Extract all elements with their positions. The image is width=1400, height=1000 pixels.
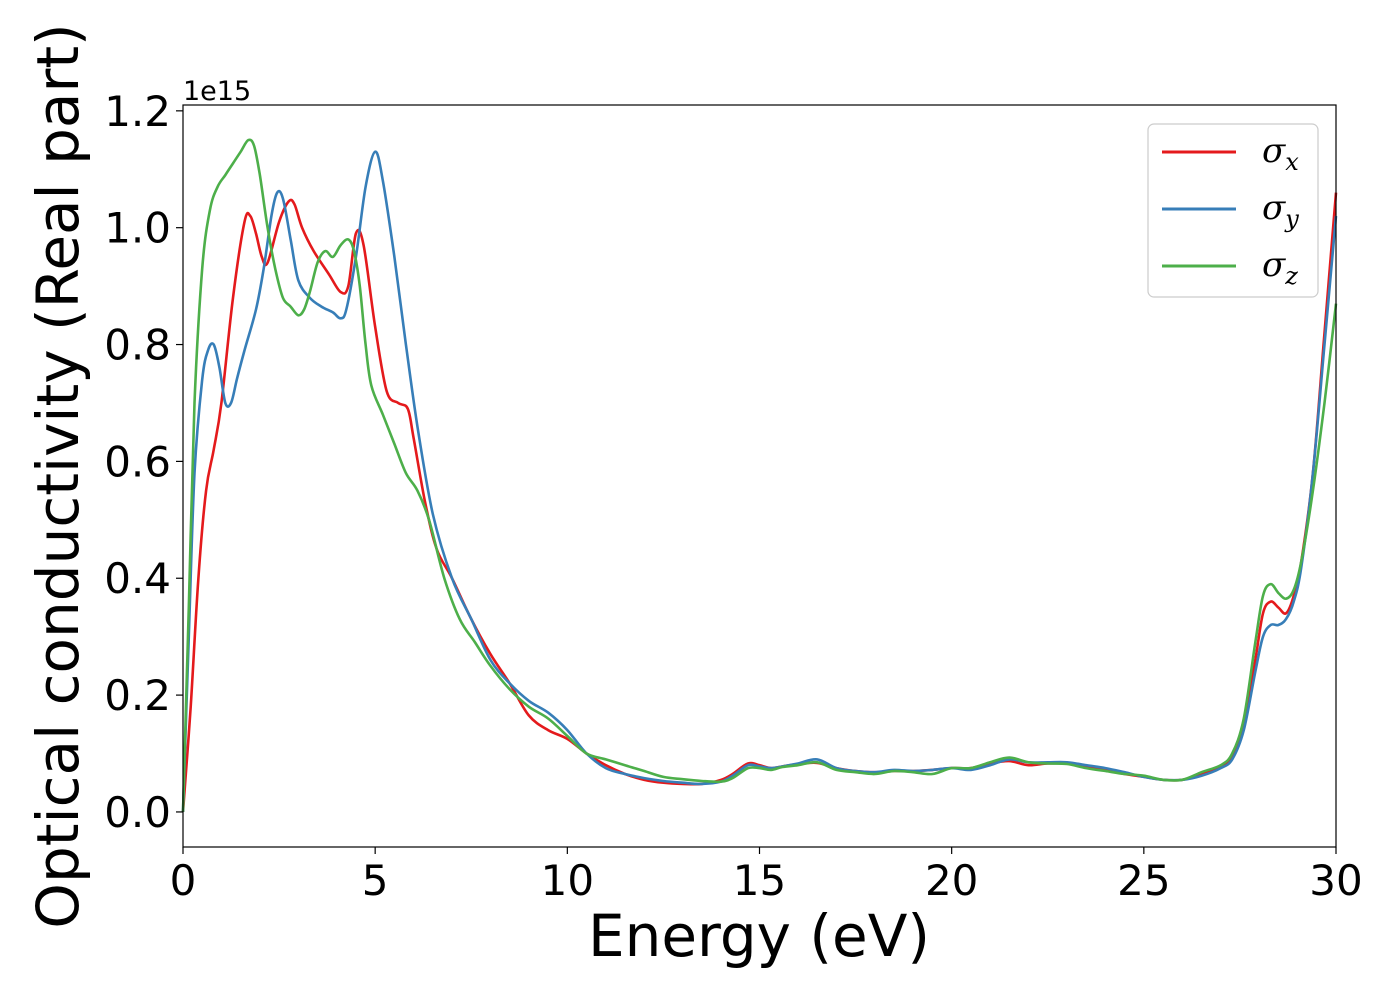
y-axis-title: Optical conductivity (Real part) — [24, 23, 92, 928]
series-line-z — [181, 138, 1338, 812]
y-tick-label: 0.8 — [104, 321, 171, 370]
y-tick-label: 1.2 — [104, 87, 171, 136]
legend-symbol: σ — [1262, 188, 1286, 228]
y-tick-label: 1.0 — [104, 204, 171, 253]
x-tick-label: 20 — [925, 856, 978, 905]
x-tick-label: 30 — [1309, 856, 1362, 905]
x-tick-label: 15 — [733, 856, 786, 905]
x-tick-label: 25 — [1117, 856, 1170, 905]
y-offset-label: 1e15 — [183, 76, 251, 107]
legend-label-z: σz — [1262, 245, 1298, 290]
x-axis-title: Energy (eV) — [588, 902, 930, 970]
y-tick-label: 0.2 — [104, 671, 171, 720]
x-tick-label: 10 — [541, 856, 594, 905]
y-tick-label: 0.4 — [104, 554, 171, 603]
series-layer — [181, 138, 1338, 812]
legend-subscript: z — [1284, 262, 1298, 290]
legend-symbol: σ — [1262, 131, 1286, 171]
x-tick-label: 0 — [170, 856, 197, 905]
x-axis: 0 5 10 15 20 25 30 — [170, 847, 1363, 905]
legend-symbol: σ — [1262, 245, 1286, 285]
legend-subscript: y — [1284, 205, 1299, 233]
y-axis: 0.0 0.2 0.4 0.6 0.8 1.0 1.2 — [104, 87, 183, 837]
y-tick-label: 0.0 — [104, 788, 171, 837]
legend-label-x: σx — [1262, 131, 1299, 176]
legend-label-y: σy — [1262, 188, 1299, 233]
y-tick-label: 0.6 — [104, 437, 171, 486]
legend-subscript: x — [1285, 148, 1299, 176]
x-tick-label: 5 — [362, 856, 389, 905]
